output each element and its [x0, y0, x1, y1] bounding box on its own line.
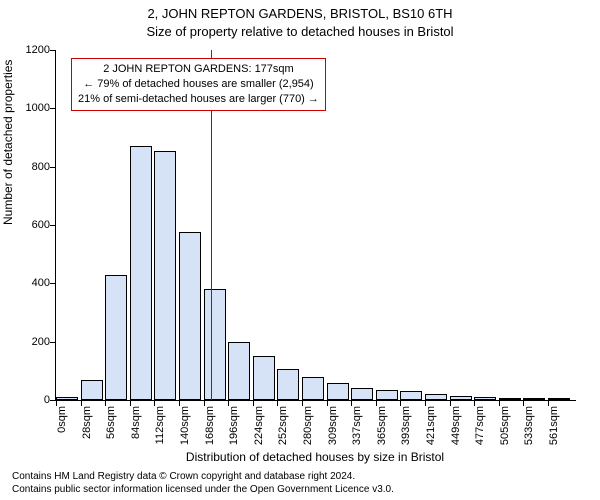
y-tick-mark	[50, 108, 55, 109]
x-tick-label: 0sqm	[56, 406, 68, 456]
histogram-bar	[154, 151, 176, 400]
x-axis-label: Distribution of detached houses by size …	[55, 450, 575, 464]
histogram-bar	[302, 377, 324, 400]
x-tick-label: 224sqm	[253, 406, 265, 456]
histogram-bar	[376, 390, 398, 400]
y-tick-label: 600	[0, 220, 50, 231]
histogram-bar	[81, 380, 103, 400]
figure-container: 2, JOHN REPTON GARDENS, BRISTOL, BS10 6T…	[0, 0, 600, 500]
y-tick-mark	[50, 225, 55, 226]
x-tick-label: 196sqm	[228, 406, 240, 456]
histogram-bar	[105, 275, 127, 400]
histogram-bar	[179, 232, 201, 400]
y-tick-label: 1200	[0, 45, 50, 56]
histogram-bar	[548, 398, 570, 400]
x-tick-label: 140sqm	[179, 406, 191, 456]
y-tick-label: 800	[0, 162, 50, 173]
footer-line-1: Contains HM Land Registry data © Crown c…	[12, 471, 394, 484]
footer-line-2: Contains public sector information licen…	[12, 484, 394, 497]
y-tick-label: 1000	[0, 103, 50, 114]
x-tick-label: 28sqm	[81, 406, 93, 456]
title-line-2: Size of property relative to detached ho…	[0, 24, 600, 39]
x-tick-label: 505sqm	[499, 406, 511, 456]
title-line-1: 2, JOHN REPTON GARDENS, BRISTOL, BS10 6T…	[0, 6, 600, 21]
chart-plot-area: 2 JOHN REPTON GARDENS: 177sqm← 79% of de…	[55, 50, 576, 401]
annotation-line: ← 79% of detached houses are smaller (2,…	[78, 77, 319, 92]
annotation-line: 2 JOHN REPTON GARDENS: 177sqm	[78, 62, 319, 77]
histogram-bar	[56, 397, 78, 400]
histogram-bar	[499, 398, 521, 400]
footer-attribution: Contains HM Land Registry data © Crown c…	[12, 471, 394, 496]
x-tick-label: 252sqm	[277, 406, 289, 456]
x-tick-label: 56sqm	[105, 406, 117, 456]
histogram-bar	[425, 394, 447, 400]
x-tick-label: 309sqm	[327, 406, 339, 456]
histogram-bar	[327, 383, 349, 401]
annotation-line: 21% of semi-detached houses are larger (…	[78, 92, 319, 107]
y-tick-mark	[50, 400, 55, 401]
histogram-bar	[351, 388, 373, 400]
histogram-bar	[277, 369, 299, 400]
x-tick-label: 168sqm	[204, 406, 216, 456]
histogram-bar	[450, 396, 472, 400]
y-axis-label: Number of detached properties	[1, 60, 15, 225]
y-tick-label: 0	[0, 395, 50, 406]
marker-annotation: 2 JOHN REPTON GARDENS: 177sqm← 79% of de…	[71, 58, 326, 111]
histogram-bar	[474, 397, 496, 400]
y-tick-label: 200	[0, 337, 50, 348]
x-tick-label: 337sqm	[351, 406, 363, 456]
y-tick-mark	[50, 342, 55, 343]
histogram-bar	[400, 391, 422, 400]
histogram-bar	[228, 342, 250, 400]
y-tick-mark	[50, 167, 55, 168]
x-tick-label: 561sqm	[548, 406, 560, 456]
x-tick-label: 449sqm	[450, 406, 462, 456]
histogram-bar	[130, 146, 152, 400]
x-tick-label: 533sqm	[523, 406, 535, 456]
x-tick-label: 421sqm	[425, 406, 437, 456]
histogram-bar	[253, 356, 275, 400]
x-tick-label: 393sqm	[400, 406, 412, 456]
x-tick-label: 84sqm	[130, 406, 142, 456]
y-tick-mark	[50, 50, 55, 51]
y-tick-mark	[50, 283, 55, 284]
x-tick-label: 112sqm	[154, 406, 166, 456]
histogram-bar	[204, 289, 226, 400]
histogram-bar	[523, 398, 545, 400]
x-tick-label: 280sqm	[302, 406, 314, 456]
x-tick-label: 477sqm	[474, 406, 486, 456]
y-tick-label: 400	[0, 278, 50, 289]
x-tick-label: 365sqm	[376, 406, 388, 456]
